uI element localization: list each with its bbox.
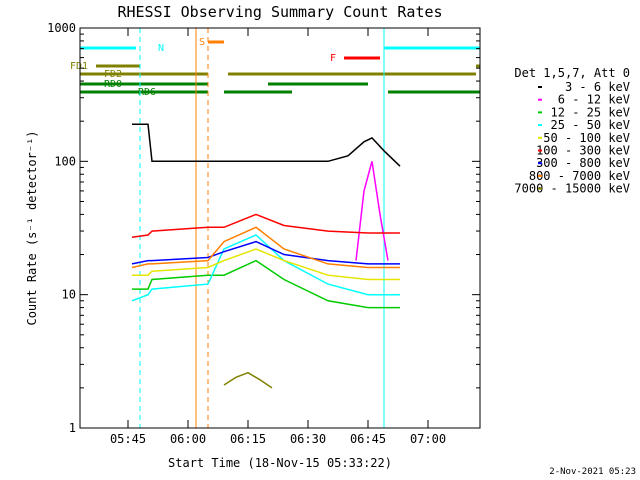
legend-label: 50 - 100 keV	[543, 131, 630, 145]
series-line	[132, 259, 400, 309]
series-line	[131, 240, 400, 265]
y-tick-label: 1000	[47, 21, 76, 35]
x-tick-label: 05:45	[110, 432, 146, 446]
legend-label: 7000 - 15000 keV	[514, 182, 630, 196]
y-axis-label: Count Rate (s⁻¹ detector⁻¹)	[25, 130, 39, 325]
y-tick-label: 10	[62, 288, 76, 302]
y-axis: 1 10 100 1000	[47, 21, 480, 435]
series-line	[132, 248, 400, 281]
flag-label: RD6	[138, 87, 156, 98]
flag-label: N	[158, 43, 164, 54]
footer-date: 2-Nov-2021 05:23	[549, 467, 636, 477]
legend-title: Det 1,5,7, Att 0	[514, 66, 630, 80]
series-line	[131, 234, 400, 302]
series-line	[131, 213, 400, 238]
series-lines	[131, 123, 401, 389]
legend-label: 100 - 300 keV	[536, 144, 630, 158]
series-line	[132, 123, 401, 167]
x-tick-label: 07:00	[410, 432, 446, 446]
series-line	[223, 371, 273, 389]
y-tick-label: 1	[69, 421, 76, 435]
x-axis: 05:45 06:00 06:15 06:30 06:45 07:00	[110, 28, 446, 446]
flag-label: FD2	[104, 69, 122, 80]
legend-label: 12 - 25 keV	[551, 105, 630, 119]
plot-frame	[79, 27, 481, 429]
flag-label: FD1	[70, 61, 88, 72]
chart-title: RHESSI Observing Summary Count Rates	[117, 3, 442, 21]
legend-label: 6 - 12 keV	[558, 93, 630, 107]
legend-label: 3 - 6 keV	[565, 80, 630, 94]
x-tick-label: 06:00	[170, 432, 206, 446]
legend-label: 300 - 800 keV	[536, 156, 630, 170]
series-line	[355, 161, 389, 261]
flag-label: RD0	[104, 79, 122, 90]
x-axis-label: Start Time (18-Nov-15 05:33:22)	[168, 456, 392, 470]
flag-label: F	[330, 53, 336, 64]
x-tick-label: 06:15	[230, 432, 266, 446]
series-line	[131, 226, 400, 269]
legend-label: 800 - 7000 keV	[529, 169, 630, 183]
legend-label: 25 - 50 keV	[551, 118, 630, 132]
y-tick-label: 100	[54, 154, 76, 168]
flag-label: S	[199, 37, 205, 48]
x-tick-label: 06:30	[290, 432, 326, 446]
x-tick-label: 06:45	[350, 432, 386, 446]
